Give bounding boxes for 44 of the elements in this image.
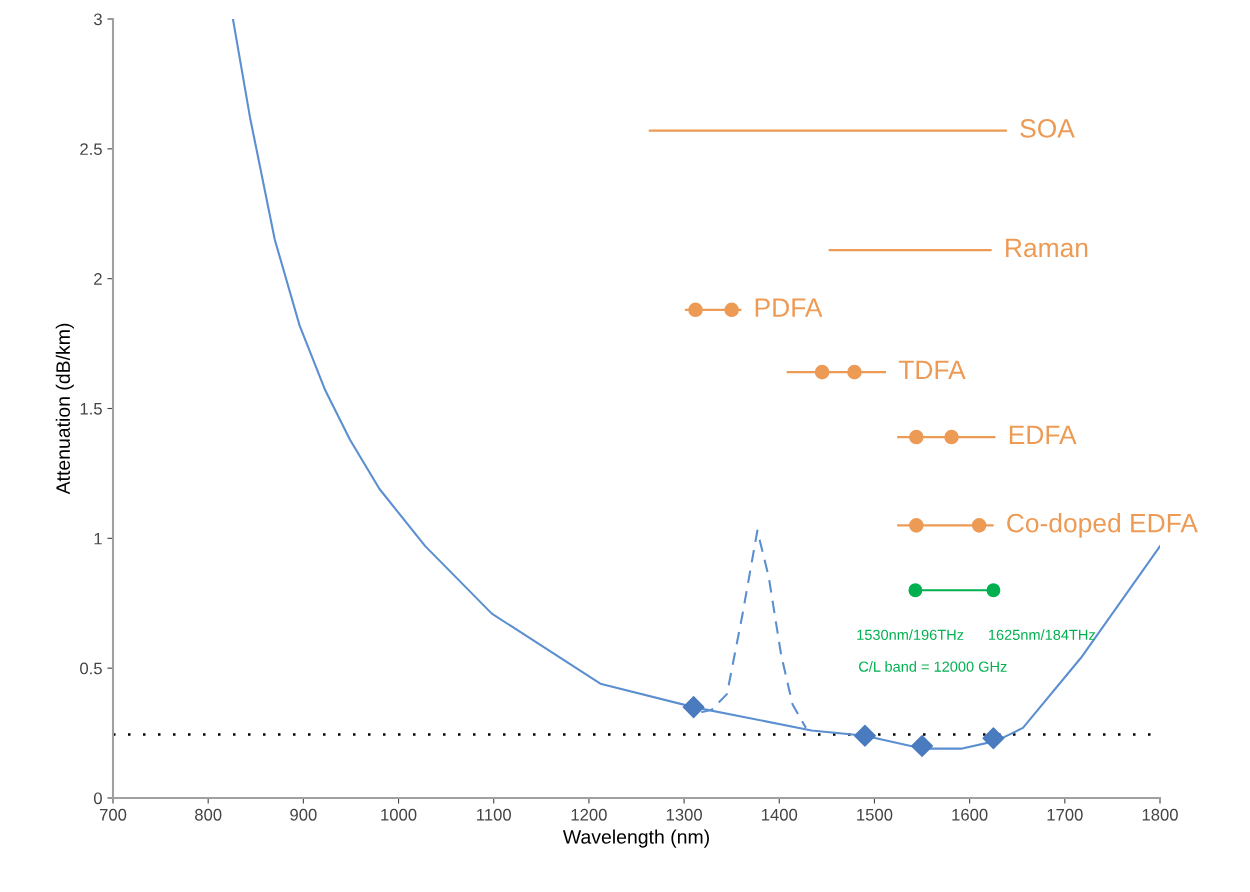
point <box>814 364 830 380</box>
y-tick-label: 1.5 <box>80 403 102 415</box>
x-tick-label: 1500 <box>857 808 893 821</box>
x-tick-label: 1100 <box>477 808 511 821</box>
point <box>911 735 934 758</box>
x-tick-label: 1200 <box>571 808 607 821</box>
series-label: SOA <box>1020 119 1075 138</box>
y-tick-label: 2.5 <box>80 143 102 156</box>
y-tick-label: 0.5 <box>80 662 102 675</box>
point <box>982 727 1005 750</box>
point <box>688 302 703 318</box>
point <box>853 724 876 747</box>
x-tick-label: 900 <box>290 808 317 821</box>
series-label: TDFA <box>898 360 966 379</box>
x-tick-label: 1400 <box>762 808 798 821</box>
y-tick-label: 1 <box>94 532 102 545</box>
x-tick-label: 1600 <box>952 808 988 821</box>
point <box>847 364 862 380</box>
point <box>682 696 705 719</box>
y-tick-label: 3 <box>93 13 102 26</box>
y-tick-label: 2 <box>94 273 102 285</box>
point <box>724 302 739 318</box>
x-tick-label: 1700 <box>1047 808 1083 821</box>
series-label: EDFA <box>1009 425 1077 444</box>
series-label: Raman <box>1006 238 1088 258</box>
point <box>944 429 959 445</box>
series-label: Co-doped EDFA <box>1007 513 1198 538</box>
x-tick-label: 700 <box>99 808 127 821</box>
x-tick-label: 1000 <box>381 808 417 821</box>
annotation: 1530nm/196THz <box>857 629 964 641</box>
y-tick-label: 0 <box>93 792 102 805</box>
point <box>908 583 923 598</box>
series-label: PDFA <box>755 298 823 317</box>
point <box>909 429 924 445</box>
annotation: C/L band = 12000 GHz <box>859 661 1007 672</box>
point <box>909 518 924 533</box>
x-tick-label: 1300 <box>666 808 702 821</box>
x-tick-label: 800 <box>195 808 222 821</box>
x-tick-label: 1800 <box>1142 808 1178 821</box>
point <box>986 583 1001 598</box>
x-axis-title: Wavelength (nm) <box>562 829 709 848</box>
annotation: 1625nm/184THz <box>988 629 1095 641</box>
y-axis-title: Attenuation (dB/km) <box>55 323 74 495</box>
point <box>971 518 987 533</box>
